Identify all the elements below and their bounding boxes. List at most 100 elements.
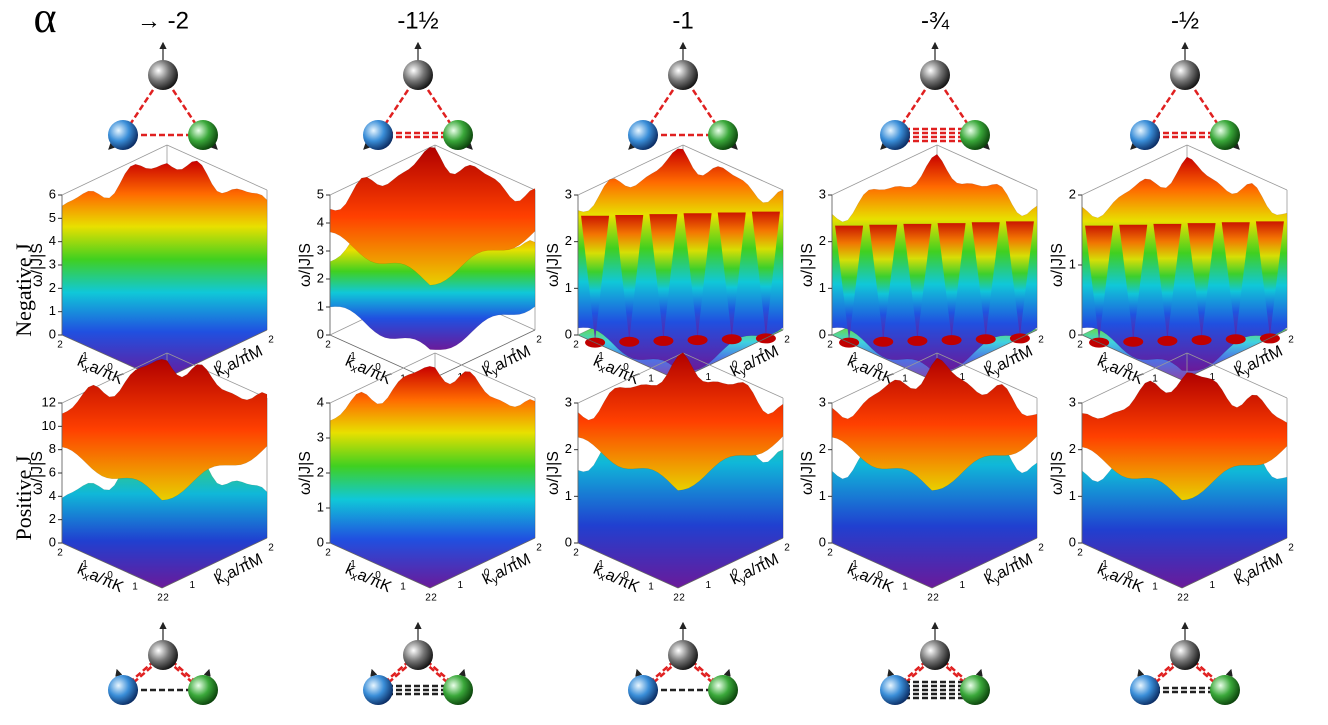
box-edge <box>166 352 268 399</box>
z-tick-label: 0 <box>819 534 826 549</box>
ky-tick-label: 2 <box>1288 543 1294 554</box>
surface-plot <box>1081 352 1288 589</box>
axis-label-part: x <box>1101 362 1111 375</box>
kx-tick-label: 2 <box>573 548 579 559</box>
z-tick-label: 0 <box>565 534 572 549</box>
z-tick-label: 1 <box>1069 488 1076 503</box>
ky-tick-label: 1 <box>1012 555 1018 566</box>
kx-tick-label: 1 <box>400 581 406 592</box>
column-label: -1½ <box>397 7 438 34</box>
kx-tick-label: 0 <box>107 362 113 373</box>
surface-dip <box>835 225 864 341</box>
box-edge <box>577 334 679 381</box>
axis-label-part: x <box>1101 570 1111 583</box>
surface <box>61 160 268 381</box>
surface-dip <box>751 211 780 337</box>
kx-tick-label: 1 <box>1152 373 1158 384</box>
kx-tick-label: 2 <box>157 593 163 604</box>
kx-tick-label: 0 <box>877 362 883 373</box>
axis-label-part: x <box>851 362 861 375</box>
z-tick-label: 2 <box>317 464 324 479</box>
ky-tick-label: 2 <box>1038 335 1044 346</box>
ky-tick-label: 1 <box>242 347 248 358</box>
ky-tick-label: 0 <box>1236 568 1242 579</box>
z-tick-label: 0 <box>1069 534 1076 549</box>
surface-dip <box>1221 222 1250 338</box>
box-edge <box>61 352 168 404</box>
kx-tick-label: 0 <box>623 570 629 581</box>
box-edge <box>677 537 784 589</box>
ky-tick-label: 0 <box>484 568 490 579</box>
ky-tick-label: 1 <box>959 372 965 383</box>
surface-dip <box>1085 225 1114 341</box>
kx-tick-label: 2 <box>1177 593 1183 604</box>
kx-tick-label: 2 <box>1077 340 1083 351</box>
kx-tick-label: 0 <box>375 570 381 581</box>
z-axis-label: ω/|J|S <box>29 243 46 287</box>
axis-label-part: x <box>851 570 861 583</box>
box-edge <box>1081 542 1183 589</box>
z-tick-label: 4 <box>317 214 324 229</box>
kx-tick-label: 1 <box>902 373 908 384</box>
box-edge <box>577 144 684 196</box>
ky-tick-label: 1 <box>242 555 248 566</box>
z-axis-label: ω/|J|S <box>799 243 816 287</box>
ky-tick-label: 2 <box>268 543 274 554</box>
z-tick-label: 2 <box>317 270 324 285</box>
kx-tick-label: 1 <box>598 559 604 570</box>
z-tick-label: 3 <box>317 242 324 257</box>
z-tick-label: 2 <box>565 233 572 248</box>
z-tick-label: 8 <box>49 441 56 456</box>
axis-label-part: y <box>222 365 233 378</box>
atom <box>1210 120 1240 150</box>
z-tick-label: 1 <box>819 488 826 503</box>
atom <box>363 675 393 705</box>
box-edge <box>329 334 431 381</box>
surface-plot <box>577 144 784 381</box>
z-tick-label: 3 <box>565 186 572 201</box>
dip-contour <box>1123 336 1144 347</box>
axis-label-part: y <box>222 573 233 586</box>
ky-tick-label: 0 <box>732 360 738 371</box>
z-tick-label: 3 <box>819 394 826 409</box>
ky-tick-label: 2 <box>268 335 274 346</box>
row-label: Positive J <box>11 455 36 540</box>
box-edge <box>577 542 679 589</box>
column-label: -¾ <box>921 7 950 34</box>
z-tick-label: 3 <box>1069 394 1076 409</box>
kx-tick-label: 2 <box>325 548 331 559</box>
surface-dip <box>649 214 678 339</box>
atom <box>628 675 658 705</box>
z-tick-label: 3 <box>565 394 572 409</box>
ky-tick-label: 1 <box>510 555 516 566</box>
z-tick-label: 2 <box>49 511 56 526</box>
surface-plot <box>61 144 268 381</box>
surface-plot <box>1081 144 1288 381</box>
z-tick-label: 2 <box>1069 441 1076 456</box>
box-edge <box>1186 144 1288 191</box>
kx-tick-label: 0 <box>877 570 883 581</box>
box-edge <box>329 542 431 589</box>
surface <box>61 359 268 501</box>
atom <box>1170 60 1200 90</box>
surface-dip <box>1005 221 1034 337</box>
surface-plot <box>831 144 1038 381</box>
kx-tick-label: 1 <box>82 559 88 570</box>
kx-tick-label: 1 <box>852 351 858 362</box>
surface-dip <box>1187 223 1216 339</box>
z-tick-label: 4 <box>49 488 56 503</box>
box-edge <box>682 144 784 191</box>
ky-tick-label: 2 <box>1038 543 1044 554</box>
axis-label-part: x <box>349 570 359 583</box>
column-label: -½ <box>1171 7 1199 34</box>
z-axis-label: ω/|J|S <box>545 451 562 495</box>
ky-tick-label: 1 <box>705 580 711 591</box>
kx-tick-label: 0 <box>375 362 381 373</box>
kx-tick-label: 1 <box>852 559 858 570</box>
atom <box>880 675 910 705</box>
axis-label-part: y <box>490 365 501 378</box>
z-tick-label: 2 <box>819 233 826 248</box>
kx-tick-label: 1 <box>1152 581 1158 592</box>
z-tick-label: 1 <box>1069 256 1076 271</box>
ky-tick-label: 2 <box>431 593 437 604</box>
